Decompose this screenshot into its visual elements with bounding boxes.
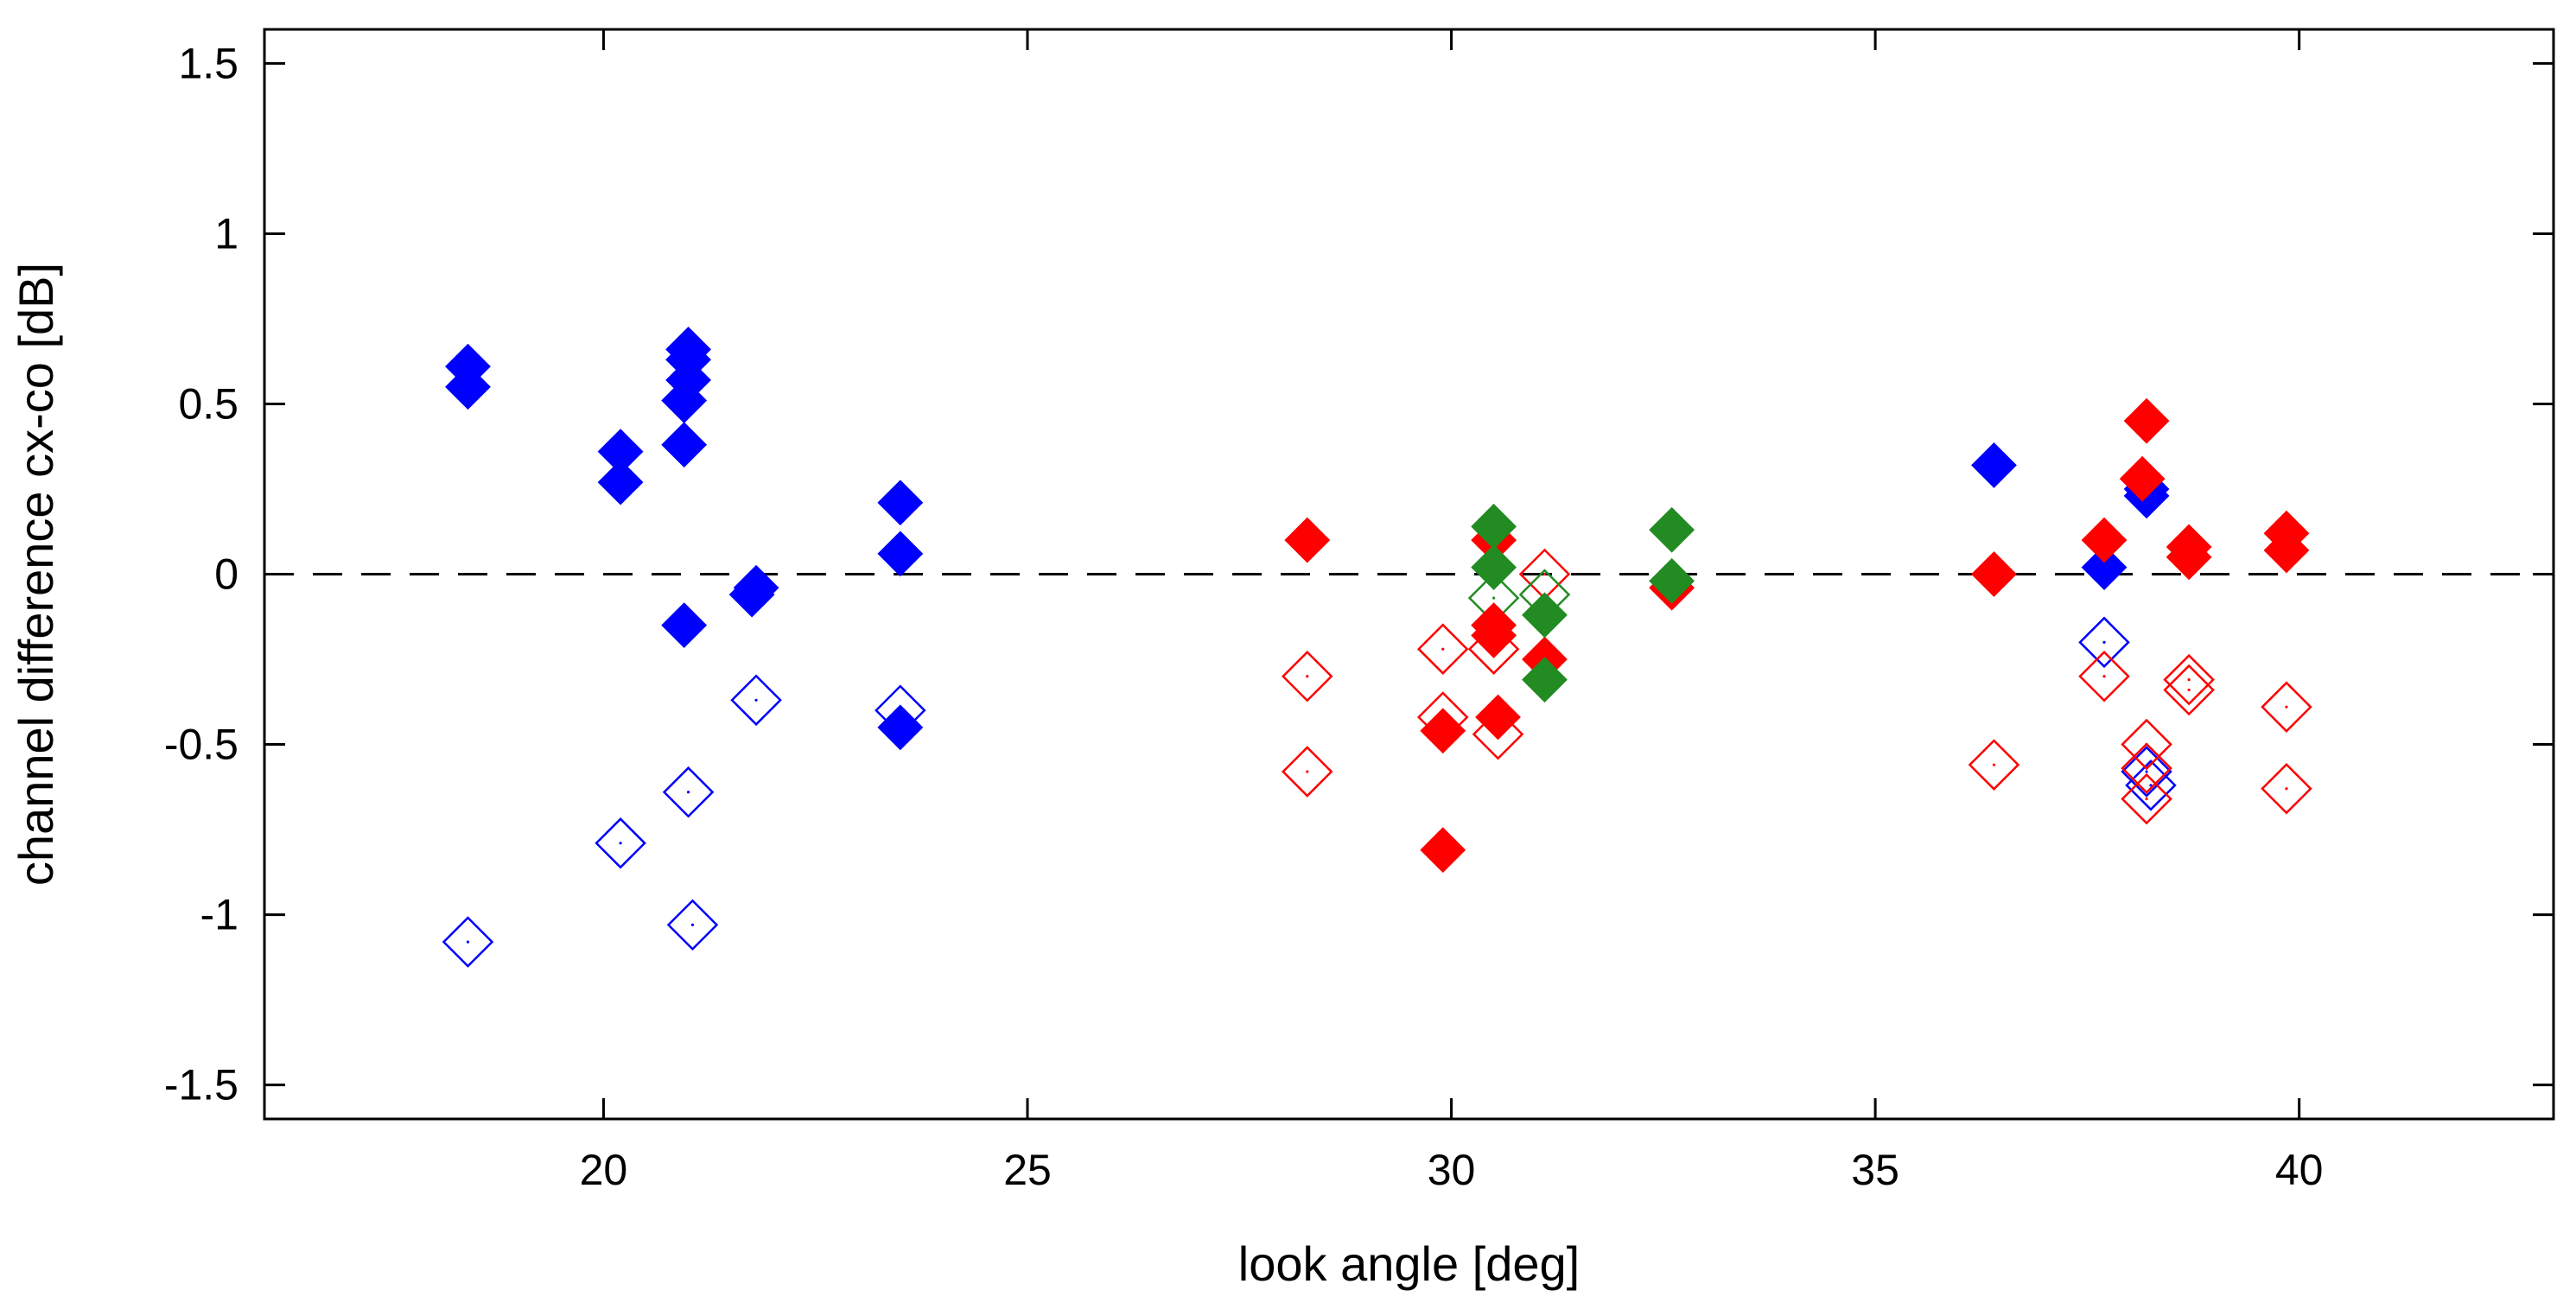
point-center-dot — [1542, 572, 1547, 576]
point-red-open — [1472, 708, 1524, 760]
point-blue-filled — [597, 459, 644, 505]
point-center-dot — [2285, 787, 2288, 791]
point-center-dot — [619, 842, 622, 845]
x-tick-label: 35 — [1851, 1146, 1899, 1194]
y-tick-label: -1.5 — [164, 1061, 239, 1109]
point-center-dot — [2145, 766, 2148, 770]
marks-layer — [442, 327, 2312, 968]
plot-frame — [263, 28, 2555, 1121]
point-center-dot — [686, 791, 690, 794]
point-blue-open — [730, 674, 782, 727]
axes-layer: 20 25 30 35 40 -1.5 -1 -0.5 0 0.5 1 1.5 — [164, 29, 2554, 1194]
point-blue-filled — [877, 704, 924, 751]
point-green-filled — [1522, 592, 1568, 639]
point-red-filled — [2123, 397, 2170, 444]
point-green-filled — [1649, 506, 1695, 553]
point-center-dot — [1306, 675, 1309, 678]
point-blue-open — [442, 916, 494, 968]
x-tick-label: 30 — [1428, 1146, 1476, 1194]
point-center-dot — [690, 923, 695, 926]
y-tick-label: 1 — [214, 209, 239, 257]
point-blue-open — [2121, 746, 2172, 798]
point-red-filled — [1420, 708, 1466, 754]
y-axis-title: channel difference cx-co [dB] — [9, 263, 63, 886]
point-center-dot — [1492, 596, 1496, 600]
y-tick-label: -0.5 — [164, 721, 239, 769]
point-blue-filled — [2081, 544, 2128, 591]
y-tick-label: 0.5 — [178, 379, 239, 428]
point-center-dot — [754, 698, 758, 702]
point-red-filled — [2081, 517, 2128, 563]
point-red-open — [2163, 653, 2215, 706]
point-center-dot — [2102, 640, 2106, 644]
point-blue-filled — [661, 602, 708, 649]
point-center-dot — [1306, 770, 1309, 773]
point-center-dot — [2187, 678, 2191, 682]
point-blue-filled — [661, 422, 708, 468]
point-center-dot — [2145, 770, 2148, 773]
point-blue-open — [666, 899, 719, 951]
point-red-filled — [2263, 527, 2310, 574]
point-center-dot — [1992, 763, 1996, 766]
point-red-filled — [1471, 613, 1517, 658]
point-center-dot — [466, 940, 470, 944]
point-center-dot — [2187, 688, 2191, 692]
point-green-filled — [1522, 657, 1568, 703]
point-red-open — [2261, 681, 2312, 733]
point-red-open — [2163, 664, 2215, 716]
point-center-dot — [2149, 784, 2153, 787]
point-blue-filled — [1971, 442, 2017, 488]
point-blue-filled — [445, 364, 491, 410]
point-blue-open — [595, 817, 646, 869]
point-red-open — [1281, 650, 1333, 702]
point-red-open — [2121, 742, 2172, 794]
point-green-filled — [1649, 557, 1695, 604]
point-red-open — [1416, 623, 1469, 675]
point-red-filled — [2119, 455, 2166, 502]
point-red-filled — [1971, 551, 2017, 597]
x-tick-label: 20 — [580, 1146, 628, 1194]
y-tick-label: 1.5 — [178, 39, 239, 87]
point-red-open — [2121, 772, 2172, 825]
point-red-filled — [1475, 694, 1521, 740]
point-green-filled — [1471, 544, 1517, 591]
x-tick-label: 40 — [2275, 1146, 2324, 1194]
x-axis-title: look angle [deg] — [1238, 1236, 1580, 1291]
point-blue-filled — [728, 571, 775, 618]
point-red-open — [2261, 762, 2312, 815]
point-blue-open — [2078, 616, 2130, 669]
series-blue-open — [442, 616, 2177, 968]
point-center-dot — [2102, 675, 2106, 678]
series-green-filled — [1471, 503, 1695, 703]
point-red-open — [1281, 746, 1333, 798]
point-red-open — [1968, 739, 2020, 791]
y-tick-label: -1 — [200, 891, 239, 939]
point-blue-open — [2125, 760, 2177, 811]
point-red-filled — [1420, 827, 1466, 874]
point-blue-filled — [877, 480, 924, 526]
point-red-open — [2078, 650, 2130, 702]
point-red-filled — [1284, 517, 1331, 563]
point-blue-filled — [877, 531, 924, 577]
point-red-filled — [2166, 534, 2212, 581]
series-red-open — [1281, 548, 2312, 825]
point-center-dot — [1441, 647, 1445, 651]
point-blue-open — [662, 766, 715, 818]
y-tick-label: 0 — [214, 550, 239, 599]
point-center-dot — [2145, 797, 2148, 801]
x-tick-label: 25 — [1003, 1146, 1052, 1194]
point-center-dot — [2285, 705, 2288, 709]
